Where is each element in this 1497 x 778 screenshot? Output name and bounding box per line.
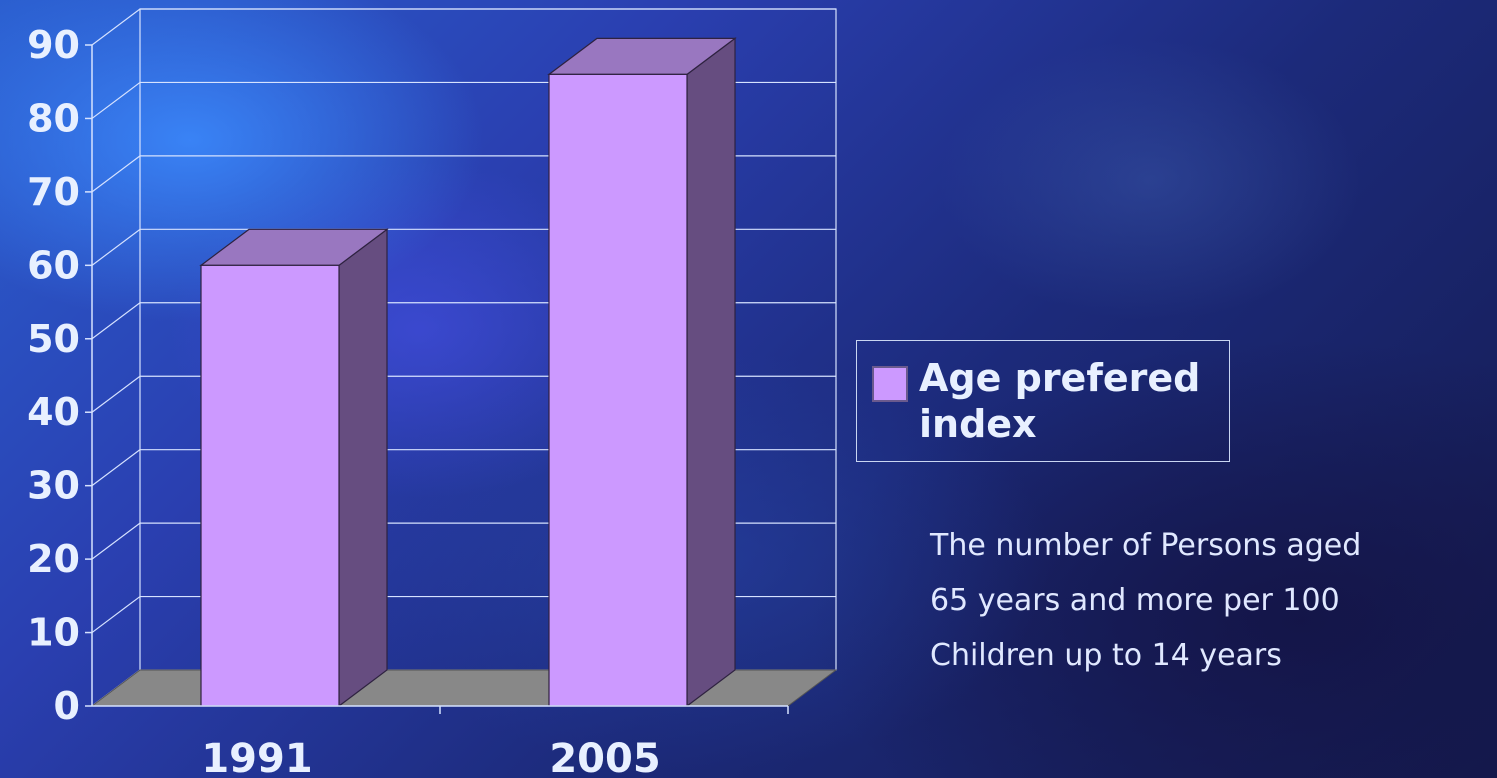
chart-bars: [199, 37, 737, 708]
y-tick-label: 80: [27, 96, 80, 140]
y-tick-label: 30: [27, 464, 80, 508]
x-tick-label: 2005: [549, 736, 660, 778]
bar-side: [686, 37, 736, 708]
y-tick-label: 40: [27, 390, 80, 434]
bar: [200, 264, 340, 707]
x-tick-label: 1991: [201, 736, 312, 778]
chart-legend: Age prefered index: [856, 340, 1230, 462]
y-tick-label: 60: [27, 243, 80, 287]
gridline-depth: [91, 8, 141, 46]
note-line-1: The number of Persons aged: [930, 528, 1362, 563]
gridline-depth: [91, 375, 141, 413]
gridline-depth: [91, 596, 141, 634]
legend-swatch: [872, 366, 908, 402]
gridline-depth: [91, 302, 141, 340]
gridline-depth: [91, 522, 141, 560]
gridline-depth: [91, 228, 141, 266]
note-line-3: Children up to 14 years: [930, 638, 1282, 673]
bar-side: [338, 228, 388, 708]
chart-axes: [85, 44, 789, 714]
y-tick-label: 10: [27, 611, 80, 655]
y-tick-label: 20: [27, 537, 80, 581]
note-line-2: 65 years and more per 100: [930, 583, 1340, 618]
y-tick-label: 0: [54, 684, 80, 728]
y-tick-labels: 0 10 20 30 40 50 60 70 80 90: [27, 23, 80, 728]
chart-note: The number of Persons aged 65 years and …: [930, 518, 1490, 683]
bar: [548, 73, 688, 707]
legend-label-line-1: Age prefered: [919, 356, 1201, 400]
legend-label-line-2: index: [919, 402, 1037, 446]
y-tick-label: 70: [27, 170, 80, 214]
legend-label: Age prefered index: [919, 355, 1219, 447]
x-tick-labels: 1991 2005: [201, 736, 660, 778]
gridline-depth: [91, 155, 141, 193]
y-tick-label: 90: [27, 23, 80, 67]
gridline-depth: [91, 81, 141, 119]
y-tick-label: 50: [27, 317, 80, 361]
gridline-depth: [91, 449, 141, 487]
